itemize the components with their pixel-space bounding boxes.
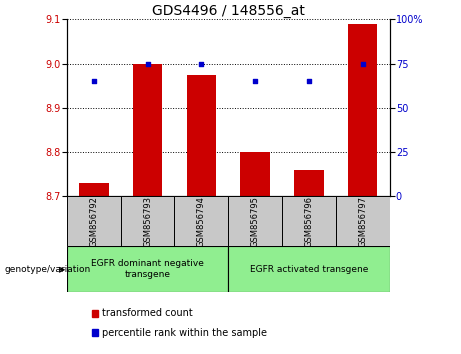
FancyBboxPatch shape [228,196,282,246]
FancyBboxPatch shape [228,246,390,292]
Bar [79,183,108,196]
Text: GSM856796: GSM856796 [304,196,313,247]
Text: GSM856794: GSM856794 [197,196,206,247]
FancyBboxPatch shape [282,196,336,246]
Text: transformed count: transformed count [102,308,193,318]
Point [90,79,97,84]
Text: GSM856793: GSM856793 [143,196,152,247]
Bar [133,64,162,196]
Text: GSM856795: GSM856795 [251,196,260,247]
Bar [92,329,98,336]
Point [305,79,313,84]
Text: GSM856792: GSM856792 [89,196,98,247]
FancyBboxPatch shape [67,196,121,246]
Bar [187,75,216,196]
Text: GSM856797: GSM856797 [358,196,367,247]
Bar [240,152,270,196]
FancyBboxPatch shape [336,196,390,246]
Text: EGFR activated transgene: EGFR activated transgene [250,264,368,274]
Bar [348,24,378,196]
Point [359,61,366,67]
FancyBboxPatch shape [67,246,228,292]
FancyBboxPatch shape [121,196,174,246]
Text: percentile rank within the sample: percentile rank within the sample [102,328,267,338]
FancyBboxPatch shape [174,196,228,246]
Text: genotype/variation: genotype/variation [5,265,91,274]
Bar [92,310,98,317]
Text: EGFR dominant negative
transgene: EGFR dominant negative transgene [91,259,204,279]
Point [144,61,151,67]
Point [251,79,259,84]
Point [198,61,205,67]
Title: GDS4496 / 148556_at: GDS4496 / 148556_at [152,5,305,18]
Bar [294,170,324,196]
